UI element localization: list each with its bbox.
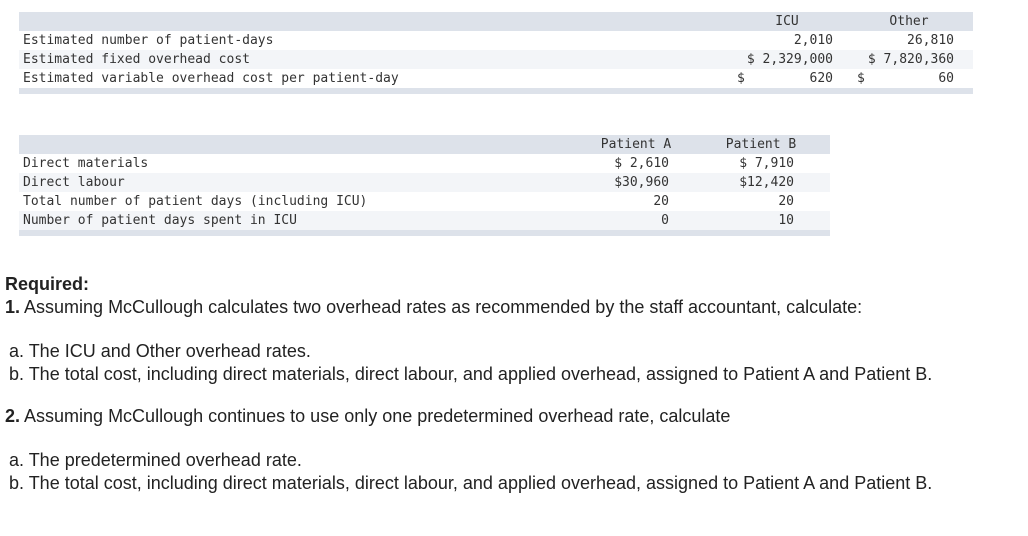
question-1-text: Assuming McCullough calculates two overh… (24, 297, 863, 317)
row-label: Total number of patient days (including … (23, 194, 368, 209)
patient-a-value: $30,960 (614, 175, 669, 190)
other-value: $ 7,820,360 (867, 52, 954, 67)
row-label: Estimated fixed overhead cost (23, 52, 250, 67)
other-value: 26,810 (907, 33, 954, 48)
row-label: Estimated variable overhead cost per pat… (23, 71, 399, 86)
table-row: Direct labour $30,960 $12,420 (19, 173, 830, 192)
row-label: Estimated number of patient-days (23, 33, 274, 48)
table-row: Number of patient days spent in ICU 0 10 (19, 211, 830, 230)
patient-b-value: 10 (778, 213, 794, 228)
question-1a: a. The ICU and Other overhead rates. (9, 341, 311, 361)
patient-b-value: 20 (778, 194, 794, 209)
patient-a-value: 20 (653, 194, 669, 209)
patient-b-value: $12,420 (739, 175, 794, 190)
overhead-estimates-table: ICU Other Estimated number of patient-da… (19, 12, 973, 94)
patient-costs-table: Patient A Patient B Direct materials $ 2… (19, 135, 830, 236)
patient-b-value: $ 7,910 (739, 156, 794, 171)
column-header-patient-a: Patient A (600, 137, 672, 152)
patient-a-value: $ 2,610 (614, 156, 669, 171)
row-label: Direct materials (23, 156, 149, 171)
question-1-number: 1. (5, 297, 21, 317)
table-header-row: Patient A Patient B (19, 135, 830, 154)
icu-value: 2,010 (793, 33, 833, 48)
table-header-row: ICU Other (19, 12, 973, 31)
table-row: Total number of patient days (including … (19, 192, 830, 211)
icu-value: 620 (809, 71, 833, 86)
table-row: Estimated number of patient-days 2,010 2… (19, 31, 973, 50)
icu-value: $ 2,329,000 (746, 52, 833, 67)
question-2-number: 2. (5, 406, 21, 426)
question-2-text: Assuming McCullough continues to use onl… (24, 406, 731, 426)
column-header-icu: ICU (775, 14, 799, 29)
row-label: Direct labour (23, 175, 125, 190)
question-2a: a. The predetermined overhead rate. (9, 450, 302, 470)
table-row: Direct materials $ 2,610 $ 7,910 (19, 154, 830, 173)
table-row: Estimated fixed overhead cost $ 2,329,00… (19, 50, 973, 69)
column-header-other: Other (889, 14, 929, 29)
question-2b: b. The total cost, including direct mate… (9, 473, 933, 493)
table-row: Estimated variable overhead cost per pat… (19, 69, 973, 88)
column-header-patient-b: Patient B (725, 137, 797, 152)
question-2: 2. Assuming McCullough continues to use … (5, 406, 730, 427)
question-1: 1. Assuming McCullough calculates two ov… (5, 297, 862, 318)
other-value: 60 (938, 71, 954, 86)
question-1b: b. The total cost, including direct mate… (9, 364, 933, 384)
row-label: Number of patient days spent in ICU (23, 213, 297, 228)
required-heading: Required: (5, 274, 90, 294)
icu-currency-symbol: $ (737, 71, 745, 86)
other-currency-symbol: $ (857, 71, 865, 86)
patient-a-value: 0 (661, 213, 669, 228)
